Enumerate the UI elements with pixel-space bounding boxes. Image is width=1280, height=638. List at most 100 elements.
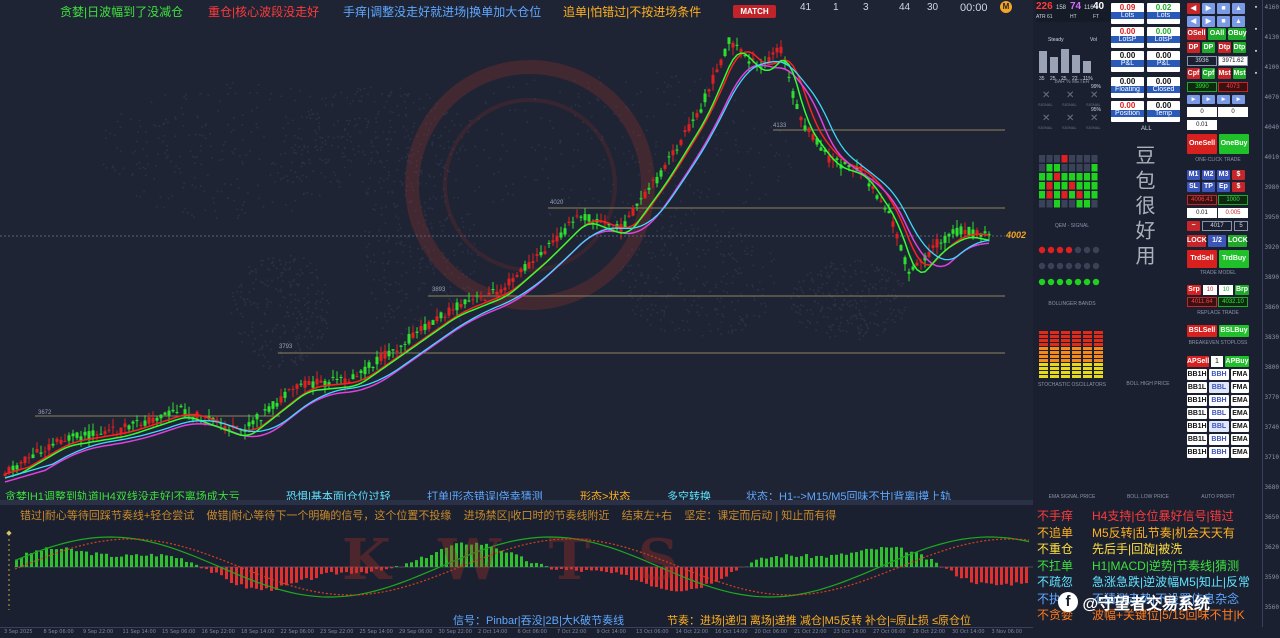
- lot-input[interactable]: 4017: [1202, 221, 1232, 231]
- bb-button[interactable]: BB1H: [1187, 421, 1207, 432]
- mode-ep-button[interactable]: Ep: [1217, 182, 1230, 192]
- input-b[interactable]: 3971.62: [1218, 56, 1248, 66]
- nav-icon[interactable]: ◀: [1187, 3, 1200, 14]
- mode-$-button[interactable]: $: [1232, 170, 1245, 180]
- position-box[interactable]: 0.00 Position: [1111, 101, 1144, 122]
- bb-band-button[interactable]: BBL: [1209, 382, 1229, 393]
- bb-band-button[interactable]: BBH: [1209, 369, 1229, 380]
- input-c[interactable]: 3990: [1187, 82, 1217, 92]
- mode-m2-button[interactable]: M2: [1202, 170, 1215, 180]
- minus-button[interactable]: −: [1187, 221, 1200, 231]
- dp-buy-button[interactable]: DP: [1202, 42, 1215, 53]
- bb-band-button[interactable]: BBH: [1209, 395, 1229, 406]
- zero-a[interactable]: 0: [1187, 107, 1217, 117]
- bsl-buy-button[interactable]: BSLBuy: [1219, 325, 1249, 337]
- window-separator[interactable]: [0, 500, 1033, 505]
- ma-button[interactable]: EMA: [1231, 421, 1249, 432]
- ma-button[interactable]: EMA: [1231, 395, 1249, 406]
- lotsp-buy-box[interactable]: 0.00 LotsP: [1147, 27, 1180, 48]
- input-f[interactable]: 1000: [1218, 195, 1248, 205]
- ma-button[interactable]: EMA: [1231, 408, 1249, 419]
- bb-button[interactable]: BB1H: [1187, 395, 1207, 406]
- step-icon[interactable]: ▸: [1217, 95, 1230, 104]
- nav-icon[interactable]: ◀: [1187, 16, 1200, 27]
- mode-m1-button[interactable]: M1: [1187, 170, 1200, 180]
- srp-button[interactable]: Srp: [1187, 285, 1201, 295]
- trd-buy-button[interactable]: TrdBuy: [1219, 250, 1249, 268]
- trd-sell-button[interactable]: TrdSell: [1187, 250, 1217, 268]
- nav-icon[interactable]: ▶: [1202, 16, 1215, 27]
- mode-$-button[interactable]: $: [1232, 182, 1245, 192]
- lots-buy-box[interactable]: 0.02 Lots: [1147, 3, 1180, 24]
- ma-button[interactable]: EMA: [1231, 434, 1249, 445]
- bb-button[interactable]: BB1L: [1187, 382, 1207, 393]
- one-buy-button[interactable]: OneBuy: [1219, 134, 1249, 154]
- brp-button[interactable]: Brp: [1235, 285, 1249, 295]
- obuy-button[interactable]: OBuy: [1228, 28, 1247, 40]
- lock-buy-button[interactable]: LOCK: [1228, 235, 1248, 247]
- mst-sell-button[interactable]: Mst: [1218, 68, 1231, 79]
- bb-button[interactable]: BB1L: [1187, 408, 1207, 419]
- one-sell-button[interactable]: OneSell: [1187, 134, 1217, 154]
- step-icon[interactable]: ▸: [1187, 95, 1200, 104]
- input-d[interactable]: 4073: [1218, 82, 1248, 92]
- input-h[interactable]: 0.005: [1218, 208, 1248, 218]
- side-icon[interactable]: ▪: [1254, 4, 1258, 11]
- bb-button[interactable]: BB1H: [1187, 369, 1207, 380]
- ma-button[interactable]: FMA: [1231, 369, 1249, 380]
- bb-band-button[interactable]: BBH: [1209, 434, 1229, 445]
- nav-icon[interactable]: ▲: [1232, 3, 1245, 14]
- dtp-sell-button[interactable]: Dtp: [1218, 42, 1231, 53]
- nav-icon[interactable]: ■: [1217, 16, 1230, 27]
- side-icon[interactable]: ▪: [1254, 48, 1258, 55]
- bb-button[interactable]: BB1H: [1187, 447, 1207, 458]
- side-icon[interactable]: ▪: [1254, 70, 1258, 77]
- main-chart[interactable]: [0, 0, 1033, 500]
- brp-input[interactable]: 10: [1219, 285, 1233, 295]
- oall-button[interactable]: OAll: [1208, 28, 1226, 40]
- srp-price[interactable]: 4011.64: [1187, 297, 1217, 307]
- temp-box[interactable]: 0.00 Temp: [1147, 101, 1180, 122]
- match-button[interactable]: MATCH: [733, 5, 776, 18]
- pl-buy-box[interactable]: 0.00 P&L: [1147, 51, 1180, 72]
- bb-band-button[interactable]: BBL: [1209, 408, 1229, 419]
- lotsp-sell-box[interactable]: 0.00 LotsP: [1111, 27, 1144, 48]
- ap-buy-button[interactable]: APBuy: [1225, 356, 1249, 367]
- pl-sell-box[interactable]: 0.00 P&L: [1111, 51, 1144, 72]
- oscillator-window[interactable]: [0, 505, 1033, 627]
- coin-icon[interactable]: M: [1000, 1, 1012, 13]
- bb-button[interactable]: BB1L: [1187, 434, 1207, 445]
- lots-sell-box[interactable]: 0.09 Lots: [1111, 3, 1144, 24]
- ap-count[interactable]: 1: [1211, 356, 1223, 367]
- osell-button[interactable]: OSell: [1187, 28, 1206, 40]
- brp-price[interactable]: 4032.10: [1218, 297, 1248, 307]
- bb-band-button[interactable]: BBH: [1209, 447, 1229, 458]
- side-icon[interactable]: ▪: [1254, 26, 1258, 33]
- input-e[interactable]: 4006.41: [1187, 195, 1217, 205]
- step-input[interactable]: 0.01: [1187, 120, 1217, 130]
- nav-icon[interactable]: ■: [1217, 3, 1230, 14]
- nav-icon[interactable]: ▲: [1232, 16, 1245, 27]
- dtp-buy-button[interactable]: Dtp: [1233, 42, 1246, 53]
- lock-sell-button[interactable]: LOCK: [1187, 235, 1207, 247]
- mst-buy-button[interactable]: Mst: [1233, 68, 1246, 79]
- time-axis[interactable]: 3 Sep 2025 8 Sep 06:00 9 Sep 22:00 11 Sep 1…: [0, 627, 1033, 638]
- lot-count[interactable]: 5: [1234, 221, 1248, 231]
- mode-tp-button[interactable]: TP: [1202, 182, 1215, 192]
- dp-sell-button[interactable]: DP: [1187, 42, 1200, 53]
- price-axis[interactable]: 4160 4130 4100 4070 4040 4010 3980 3950 3920 3890…: [1262, 0, 1280, 627]
- step-icon[interactable]: ▸: [1202, 95, 1215, 104]
- srp-input[interactable]: 10: [1203, 285, 1217, 295]
- bsl-sell-button[interactable]: BSLSell: [1187, 325, 1217, 337]
- half-button[interactable]: 1/2: [1208, 235, 1226, 247]
- bb-band-button[interactable]: BBL: [1209, 421, 1229, 432]
- nav-icon[interactable]: ▶: [1202, 3, 1215, 14]
- mode-sl-button[interactable]: SL: [1187, 182, 1200, 192]
- cpf-buy-button[interactable]: Cpf: [1202, 68, 1215, 79]
- ap-sell-button[interactable]: APSell: [1187, 356, 1210, 367]
- candlestick-chart[interactable]: [0, 0, 1033, 500]
- ma-button[interactable]: EMA: [1231, 447, 1249, 458]
- input-g[interactable]: 0.01: [1187, 208, 1217, 218]
- step-icon[interactable]: ▸: [1232, 95, 1245, 104]
- ma-button[interactable]: FMA: [1231, 382, 1249, 393]
